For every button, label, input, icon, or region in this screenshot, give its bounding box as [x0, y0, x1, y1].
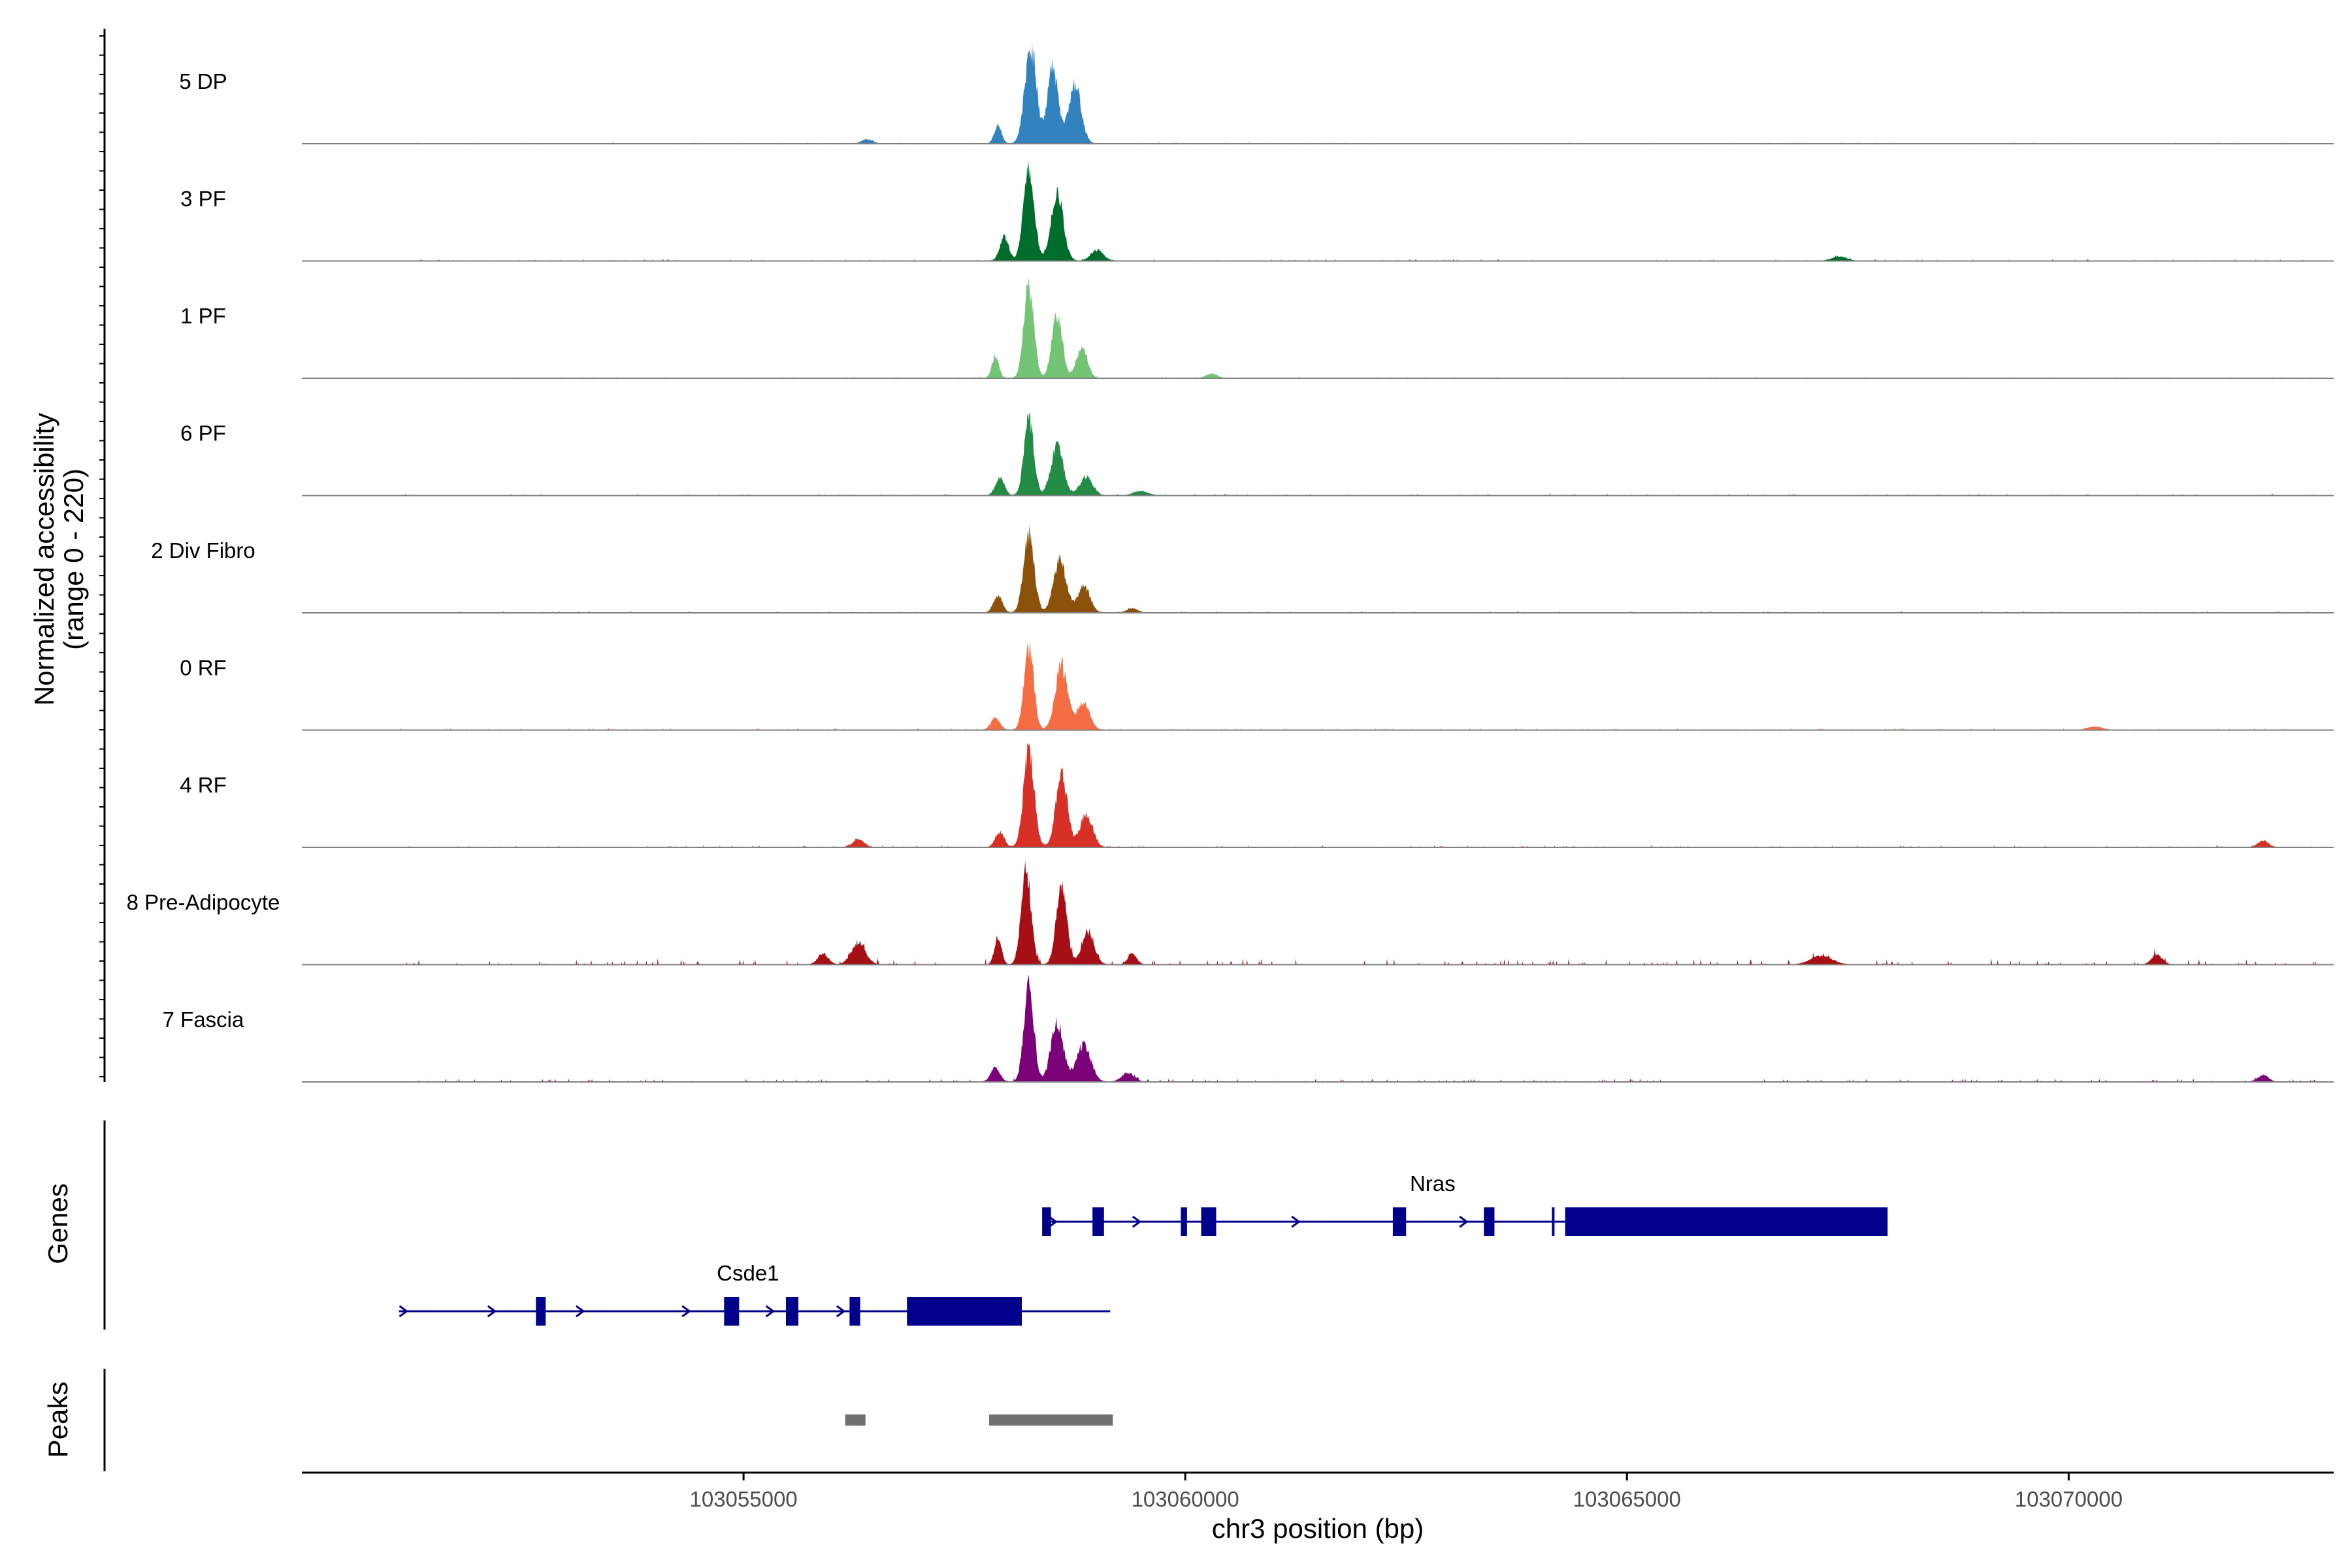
gene-nras: Nras: [1042, 1171, 1888, 1236]
x-axis-ticks: 103055000 103060000 103065000 103070000: [689, 1473, 2123, 1511]
track-label: 7 Fascia: [163, 1007, 244, 1032]
track-label: 8 Pre-Adipocyte: [127, 890, 280, 915]
x-tick-label: 103055000: [689, 1487, 797, 1511]
coverage-area: [399, 975, 2317, 1082]
gene-exon: [1552, 1207, 1555, 1236]
strand-arrow: [1132, 1215, 1142, 1228]
coverage-area: [399, 277, 2317, 378]
x-tick-label: 103060000: [1132, 1487, 1239, 1511]
gene-exon: [1042, 1207, 1051, 1236]
coverage-area: [399, 161, 2317, 261]
gene-exon: [907, 1297, 1022, 1326]
gene-exon: [1181, 1207, 1187, 1236]
peak-region: [988, 1414, 1113, 1426]
x-tick-label: 103070000: [2015, 1487, 2123, 1511]
coverage-area: [399, 743, 2317, 847]
gene-exon: [1201, 1207, 1217, 1236]
gene-csde1: Csde1: [399, 1261, 1111, 1326]
peak-region: [845, 1414, 866, 1426]
y-axis-title: Normalized accessibility: [29, 413, 59, 706]
track-4-rf: 4 RF: [180, 743, 2334, 848]
strand-arrow: [681, 1305, 691, 1318]
coverage-y-axis-ticks: [99, 35, 105, 1077]
gene-exon: [724, 1297, 740, 1326]
gene-exon: [849, 1297, 860, 1326]
track-0-rf: 0 RF: [180, 642, 2334, 731]
coverage-area: [399, 42, 2317, 144]
track-2-div-fibro: 2 Div Fibro: [151, 525, 2334, 613]
peaks-track-label: Peaks: [42, 1382, 73, 1458]
track-7-fascia: 7 Fascia: [163, 975, 2334, 1083]
strand-arrow: [576, 1305, 585, 1318]
gene-name-label: Csde1: [717, 1261, 779, 1285]
track-1-pf: 1 PF: [180, 277, 2334, 379]
gene-exon: [1484, 1207, 1495, 1236]
track-label: 1 PF: [180, 304, 226, 328]
strand-arrow: [765, 1305, 776, 1318]
x-tick-label: 103065000: [1573, 1487, 1681, 1511]
strand-arrow: [836, 1305, 846, 1318]
gene-exon: [536, 1297, 546, 1326]
track-3-pf: 3 PF: [180, 161, 2334, 262]
track-6-pf: 6 PF: [180, 412, 2334, 497]
track-5-dp: 5 DP: [179, 42, 2334, 144]
coverage-area: [399, 642, 2317, 730]
genes-track-label: Genes: [42, 1183, 73, 1264]
coverage-tracks: 5 DP 3 PF 1 PF 6 PF 2 Div Fibro 0 RF 4 RF 8 Pre…: [127, 42, 2334, 1083]
track-label: 4 RF: [180, 773, 227, 797]
gene-exon: [1392, 1207, 1407, 1236]
track-8-pre-adipocyte: 8 Pre-Adipocyte: [127, 860, 2334, 966]
coverage-area: [399, 525, 2317, 613]
gene-exon: [1092, 1207, 1104, 1236]
coverage-area: [399, 412, 2317, 495]
gene-models: Nras Csde1: [399, 1171, 1888, 1326]
track-label: 6 PF: [180, 421, 226, 446]
strand-arrow: [1048, 1215, 1058, 1228]
strand-arrow: [1459, 1215, 1469, 1228]
track-label: 0 RF: [180, 656, 227, 680]
track-label: 5 DP: [179, 69, 227, 93]
peak-regions: [845, 1414, 1113, 1426]
gene-exon: [785, 1297, 798, 1326]
strand-arrow: [399, 1305, 409, 1318]
gene-exon: [1565, 1207, 1888, 1236]
track-label: 3 PF: [180, 187, 226, 211]
gene-name-label: Nras: [1410, 1171, 1456, 1196]
y-axis-title-range: (range 0 - 220): [58, 468, 89, 650]
x-axis-title: chr3 position (bp): [1212, 1513, 1424, 1544]
strand-arrow: [487, 1305, 497, 1318]
strand-arrow: [1291, 1215, 1301, 1228]
coverage-area: [399, 860, 2317, 964]
track-label: 2 Div Fibro: [151, 538, 255, 563]
